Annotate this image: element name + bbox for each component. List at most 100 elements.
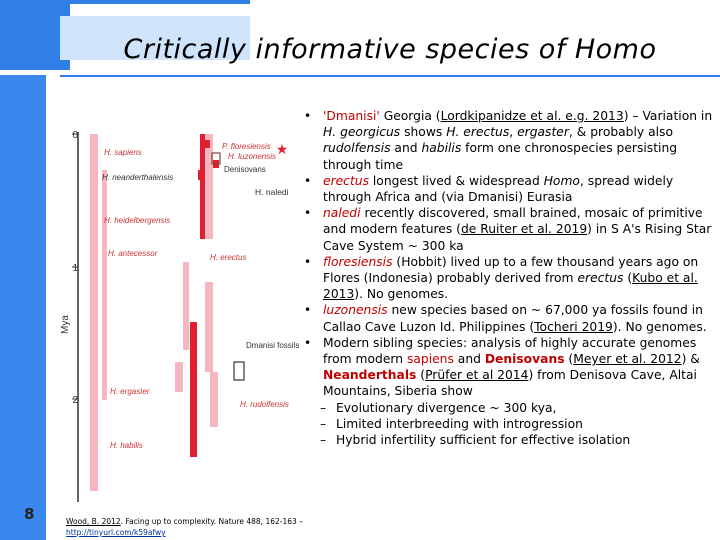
title-underline bbox=[60, 75, 720, 77]
axis-label-mya: Mya bbox=[60, 315, 71, 334]
bullet-dot: • bbox=[304, 109, 312, 123]
bullet-text: ergaster bbox=[517, 125, 569, 140]
bullet-dot: • bbox=[304, 254, 312, 269]
bar-heidelbergensis bbox=[90, 198, 98, 242]
bullet-item: • 'Dmanisi' Georgia (Lordkipanidze et al.… bbox=[298, 108, 716, 173]
bullet-text: 'Dmanisi' bbox=[323, 109, 384, 123]
bullet-item: • floresiensis (Hobbit) lived up to a few… bbox=[298, 254, 716, 303]
bullet-text: naledi bbox=[323, 206, 361, 221]
bullet-text: de Ruiter et al. 2019 bbox=[460, 222, 588, 237]
bullet-dot: • bbox=[304, 335, 312, 350]
bar-floresiensis bbox=[200, 140, 210, 148]
bullet-text: (Hobbit) lived up to a few thousand year… bbox=[323, 254, 699, 286]
bullet-item: • naledi recently discovered, small brain… bbox=[298, 205, 716, 254]
bullet-dot: • bbox=[304, 206, 312, 221]
bar-erectus-early bbox=[102, 170, 107, 400]
bar-antecessor bbox=[90, 242, 98, 276]
bullet-item: • luzonensis new species based on ~ 67,00… bbox=[298, 302, 716, 334]
label-floresiensis: P. floresiensis bbox=[222, 142, 271, 151]
tick-label-2: 2 bbox=[72, 395, 78, 406]
left-sidebar-rail bbox=[0, 75, 46, 540]
sub-bullet-text: Hybrid infertility sufficient for effect… bbox=[336, 433, 631, 448]
label-sapiens: H. sapiens bbox=[104, 148, 142, 157]
bullet-text: Tocheri 2019 bbox=[534, 319, 613, 334]
bullet-text: , bbox=[509, 125, 518, 140]
bullet-text: erectus bbox=[577, 271, 624, 286]
bullet-text: Homo bbox=[543, 173, 580, 188]
bullet-text: and bbox=[453, 352, 485, 367]
bullet-text: Lordkipanidze et al. e.g. 2013 bbox=[440, 109, 624, 123]
citation-author: Wood, B. 2012 bbox=[66, 517, 121, 526]
title-highlight-block bbox=[60, 16, 250, 60]
label-denisovans: Denisovans bbox=[224, 165, 266, 174]
bullet-text: ) – Variation in bbox=[623, 109, 713, 123]
bullet-text: longest lived & widespread bbox=[368, 173, 544, 188]
bullet-dot: • bbox=[304, 303, 312, 318]
label-ergaster: H. ergaster bbox=[110, 387, 150, 396]
bullet-text: rudolfensis bbox=[323, 141, 391, 156]
tick-label-0: 0 bbox=[72, 130, 78, 141]
bullet-text: ). No genomes. bbox=[354, 287, 449, 302]
star-icon: ★ bbox=[276, 142, 289, 158]
bullet-text: ) from Denisova Cave, Altai Mountains, S… bbox=[323, 368, 697, 399]
slide-number: 8 bbox=[24, 505, 35, 523]
bullet-text: Neanderthals bbox=[323, 368, 417, 383]
bullet-text: Georgia ( bbox=[383, 109, 441, 123]
bullet-text: , spread widely through Africa and (via … bbox=[323, 173, 674, 205]
bullet-text: new species based on ~ 67,000 ya fossils… bbox=[323, 303, 703, 334]
bar-erectus-red bbox=[200, 134, 205, 239]
bullet-text: erectus bbox=[323, 173, 369, 188]
bullet-dot: • bbox=[304, 173, 312, 188]
bar-habilis bbox=[90, 276, 98, 491]
bullet-text: floresiensis bbox=[323, 254, 393, 269]
bullet-text: H. erectus bbox=[446, 125, 510, 140]
bullet-text: shows bbox=[400, 125, 447, 140]
bar-early-group bbox=[183, 262, 189, 350]
label-habilis: H. habilis bbox=[110, 441, 143, 450]
bullet-text: recently discovered, small brained, mosa… bbox=[323, 206, 703, 237]
bullet-text: ( bbox=[623, 271, 633, 286]
bar-neanderthalensis bbox=[90, 158, 98, 198]
bullet-text: form one chronospecies persisting throug… bbox=[323, 141, 678, 172]
sub-bullet-item: – Hybrid infertility sufficient for effec… bbox=[320, 433, 631, 448]
skull-icon bbox=[211, 152, 221, 165]
dmanisi-skull-icon bbox=[233, 361, 245, 381]
bullet-text: ) & bbox=[681, 352, 700, 367]
label-erectus: H. erectus bbox=[210, 253, 246, 262]
bullet-text: Prüfer et al 2014 bbox=[425, 368, 529, 383]
tick-label-1: 1 bbox=[72, 263, 78, 274]
bullet-text: ) in S A's Rising Star Cave System ~ 300… bbox=[323, 222, 712, 253]
bar-sapiens bbox=[90, 134, 98, 166]
bullet-text: H. georgicus bbox=[323, 125, 401, 140]
bullet-text: habilis bbox=[421, 141, 462, 156]
slide-title: Critically informative species of Homo bbox=[123, 34, 657, 65]
bullet-text: , & probably also bbox=[568, 125, 673, 140]
sub-bullet-item: – Limited interbreeding with introgressio… bbox=[320, 416, 583, 431]
bullet-list: • 'Dmanisi' Georgia (Lordkipanidze et al.… bbox=[298, 108, 716, 448]
bar-erectus bbox=[205, 134, 213, 239]
species-timeline-chart: 0 1 2 Mya ★ H. sapiens H. neanderthalens… bbox=[60, 130, 299, 502]
bullet-text: Meyer et al. 2012 bbox=[573, 352, 682, 367]
sub-bullet-text: Evolutionary divergence ~ 300 kya, bbox=[336, 400, 557, 415]
bar-rudolfensis-upper bbox=[205, 282, 213, 372]
bullet-text: Denisovans bbox=[484, 352, 565, 367]
bullet-text: Modern sibling species: analysis of high… bbox=[323, 335, 697, 367]
label-luzonensis: H. luzonensis bbox=[228, 152, 276, 161]
label-heidelbergensis: H. heidelbergensis bbox=[104, 216, 170, 225]
corner-accent-block bbox=[0, 0, 70, 70]
sub-bullet-text: Limited interbreeding with introgression bbox=[336, 416, 583, 431]
bullet-text: ). No genomes. bbox=[612, 319, 707, 334]
bullet-item: • Modern sibling species: analysis of hig… bbox=[298, 335, 716, 400]
bullet-text: ( bbox=[564, 352, 574, 367]
citation: Wood, B. 2012. Facing up to complexity. … bbox=[66, 516, 316, 538]
bullet-text: Kubo et al. 2013 bbox=[323, 271, 698, 302]
label-rudolfensis: H. rudolfensis bbox=[240, 400, 289, 409]
bullet-text: and bbox=[390, 141, 422, 156]
bullet-text: sapiens bbox=[406, 352, 454, 367]
citation-link[interactable]: http://tinyurl.com/k59afwy bbox=[66, 528, 166, 537]
bar-naledi bbox=[198, 170, 204, 180]
top-accent-line bbox=[0, 0, 250, 4]
label-naledi: H. naledi bbox=[255, 187, 289, 197]
citation-text: . Facing up to complexity. Nature 488, 1… bbox=[120, 517, 303, 526]
sub-bullet-item: – Evolutionary divergence ~ 300 kya, bbox=[320, 400, 557, 415]
